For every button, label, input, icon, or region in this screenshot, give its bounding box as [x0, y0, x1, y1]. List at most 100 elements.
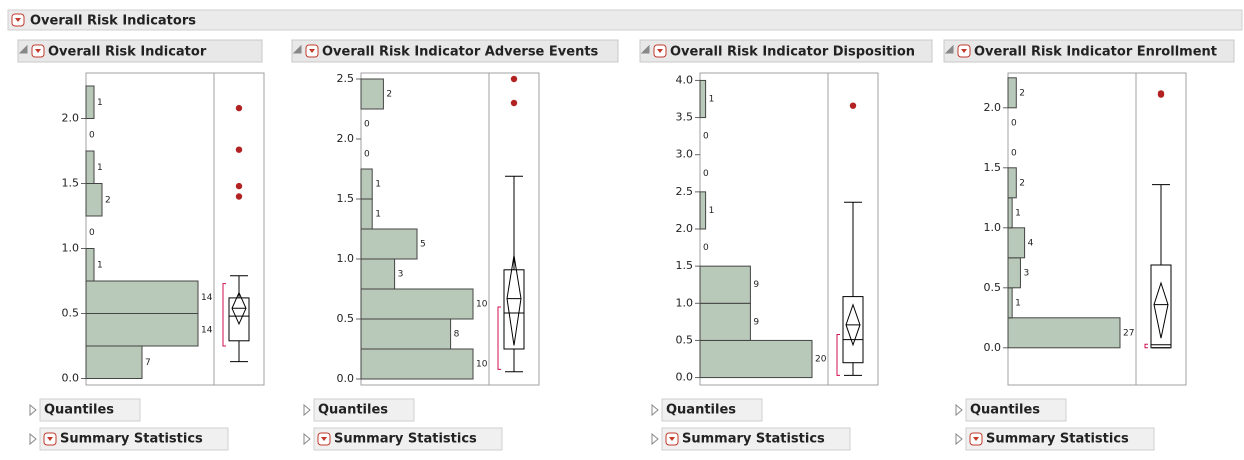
count-label: 2 — [1019, 88, 1025, 98]
histogram-bar — [360, 168, 373, 200]
section-button[interactable] — [661, 427, 851, 451]
y-tick-label: 1.0 — [984, 221, 1002, 234]
disclosure-toggle[interactable] — [29, 403, 37, 417]
section-label[interactable]: Summary Statistics — [60, 432, 203, 447]
count-label: 0 — [89, 228, 95, 238]
histogram-bar — [85, 280, 199, 314]
menu-icon-arrow — [309, 49, 315, 53]
section-button[interactable] — [39, 398, 141, 422]
section-button[interactable] — [965, 427, 1155, 451]
y-tick-label: 2.5 — [676, 185, 694, 198]
y-tick-label: 4.0 — [676, 73, 694, 86]
count-label: 0 — [364, 120, 370, 130]
mean-diamond — [845, 303, 861, 347]
count-label: 8 — [454, 330, 460, 340]
count-label: 1 — [375, 210, 381, 220]
disclosure-toggle[interactable] — [640, 44, 650, 54]
box — [503, 269, 525, 350]
y-tick-label: 0.5 — [676, 333, 694, 346]
count-label: 14 — [201, 325, 213, 335]
disclosure-toggle[interactable] — [303, 403, 311, 417]
count-label: 14 — [201, 293, 213, 303]
histogram-bar — [699, 191, 707, 230]
section-label[interactable]: Summary Statistics — [986, 432, 1129, 447]
y-tick-label: 2.0 — [984, 101, 1002, 114]
disclosure-toggle[interactable] — [18, 44, 28, 54]
y-tick-label: 0.0 — [337, 372, 355, 385]
histogram-bar — [1007, 167, 1017, 199]
outlier — [849, 102, 857, 109]
count-label: 4 — [1028, 238, 1034, 248]
section-button[interactable] — [39, 427, 229, 451]
disclosure-toggle[interactable] — [651, 403, 659, 417]
disclosure-toggle[interactable] — [955, 403, 963, 417]
section-button[interactable] — [965, 398, 1067, 422]
section-label[interactable]: Quantiles — [318, 403, 388, 418]
y-tick-label: 0.0 — [984, 341, 1002, 354]
histogram-bar — [85, 248, 95, 282]
panel-title: Overall Risk Indicator Adverse Events — [322, 45, 599, 60]
outlier — [510, 75, 518, 83]
count-label: 2 — [105, 195, 111, 205]
count-label: 1 — [1015, 208, 1021, 218]
menu-icon-arrow — [35, 49, 41, 53]
disclosure-toggle[interactable] — [651, 432, 659, 446]
histogram-bar — [360, 228, 418, 260]
count-label: 0 — [89, 130, 95, 140]
count-label: 0 — [1011, 118, 1017, 128]
histogram-bar — [85, 150, 95, 184]
count-label: 7 — [145, 358, 151, 368]
y-tick-label: 2.0 — [337, 132, 355, 145]
count-label: 0 — [703, 243, 709, 253]
mean-diamond — [1153, 281, 1169, 339]
section-button[interactable] — [313, 398, 415, 422]
box — [228, 297, 250, 342]
outlier — [510, 99, 518, 107]
outlier — [235, 104, 243, 112]
count-label: 3 — [1023, 268, 1029, 278]
section-label[interactable]: Quantiles — [44, 403, 114, 418]
y-tick-label: 0.5 — [337, 312, 355, 325]
section-label[interactable]: Quantiles — [666, 403, 736, 418]
section-label[interactable]: Summary Statistics — [334, 432, 477, 447]
count-label: 20 — [815, 355, 827, 365]
histogram-bar — [1007, 77, 1017, 109]
panel-header — [639, 39, 933, 63]
count-label: 0 — [703, 132, 709, 142]
section-button[interactable] — [661, 398, 763, 422]
disclosure-toggle[interactable] — [303, 432, 311, 446]
outlier — [1157, 90, 1165, 97]
histogram-bar — [1007, 257, 1021, 289]
histogram-bar — [699, 302, 751, 341]
histogram-bar — [85, 183, 103, 217]
shortest-half-bracket — [1144, 343, 1148, 349]
histogram-bar — [1007, 197, 1013, 229]
y-tick-label: 1.0 — [62, 242, 80, 255]
section-button[interactable] — [313, 427, 503, 451]
histogram-bar — [1007, 287, 1013, 319]
y-tick-label: 1.5 — [984, 161, 1002, 174]
box — [1150, 264, 1172, 349]
histogram-bar — [85, 313, 199, 347]
y-tick-label: 1.5 — [337, 192, 355, 205]
outlier — [235, 193, 243, 200]
section-label[interactable]: Quantiles — [970, 403, 1040, 418]
count-label: 1 — [709, 95, 715, 105]
count-label: 2 — [386, 90, 392, 100]
count-label: 1 — [97, 163, 103, 173]
count-label: 9 — [753, 317, 759, 327]
outlier — [235, 146, 243, 153]
panel-title: Overall Risk Indicator Disposition — [670, 45, 915, 60]
disclosure-toggle[interactable] — [29, 432, 37, 446]
disclosure-toggle[interactable] — [944, 44, 954, 54]
count-label: 9 — [753, 280, 759, 290]
disclosure-toggle[interactable] — [292, 44, 302, 54]
report-title: Overall Risk Indicators — [30, 14, 196, 29]
count-label: 5 — [420, 240, 426, 250]
section-label[interactable]: Summary Statistics — [682, 432, 825, 447]
histogram-bar — [85, 345, 143, 379]
histogram-bar — [360, 78, 384, 110]
disclosure-toggle[interactable] — [955, 432, 963, 446]
count-label: 1 — [97, 98, 103, 108]
